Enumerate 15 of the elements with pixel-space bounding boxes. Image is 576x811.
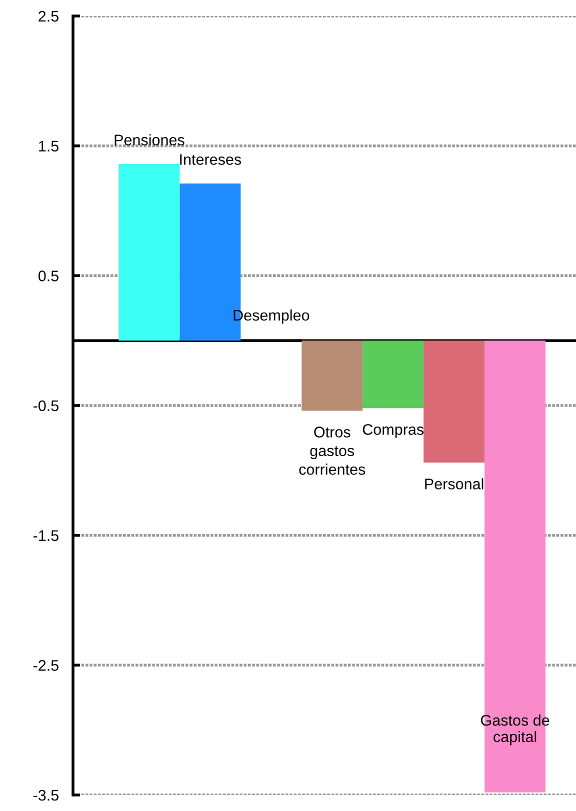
y-tick-label: -3.5 xyxy=(33,790,58,801)
y-tick-label: 1.5 xyxy=(39,140,58,152)
x-tick-label: Intereses xyxy=(180,154,242,165)
bar xyxy=(362,340,424,408)
y-tick-label: -2.5 xyxy=(33,660,58,671)
x-tick-label: Gastos de capital xyxy=(480,714,550,746)
x-tick-label: Pensiones xyxy=(114,134,184,146)
bar xyxy=(424,340,485,463)
y-tick-label: 0.5 xyxy=(38,270,58,282)
bar xyxy=(302,340,363,411)
y-tick-label: -0.5 xyxy=(33,400,58,412)
x-tick-label: Personal xyxy=(425,478,484,490)
bar xyxy=(118,164,180,341)
y-tick-label: 2.5 xyxy=(38,10,58,22)
y-tick-label: -1.5 xyxy=(33,530,58,542)
